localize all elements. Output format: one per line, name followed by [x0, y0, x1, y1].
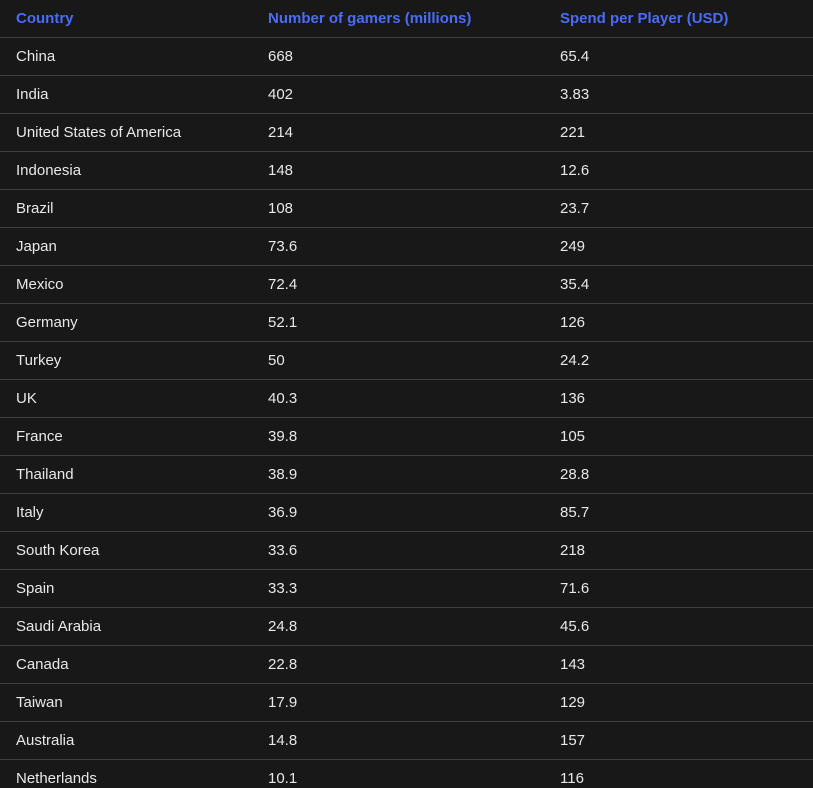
column-header-gamers: Number of gamers (millions) [252, 0, 544, 38]
table-row: Taiwan 17.9 129 [0, 683, 813, 722]
cell-country: China [0, 37, 252, 76]
cell-spend: 71.6 [544, 569, 813, 608]
cell-spend: 28.8 [544, 455, 813, 494]
cell-country: Mexico [0, 265, 252, 304]
table-row: India 402 3.83 [0, 75, 813, 114]
cell-spend: 136 [544, 379, 813, 418]
cell-gamers: 50 [252, 341, 544, 380]
cell-country: Japan [0, 227, 252, 266]
cell-spend: 143 [544, 645, 813, 684]
cell-country: Germany [0, 303, 252, 342]
cell-spend: 65.4 [544, 37, 813, 76]
table-row: Canada 22.8 143 [0, 645, 813, 684]
cell-gamers: 402 [252, 75, 544, 114]
table-row: South Korea 33.6 218 [0, 531, 813, 570]
cell-gamers: 52.1 [252, 303, 544, 342]
cell-spend: 157 [544, 721, 813, 760]
cell-spend: 24.2 [544, 341, 813, 380]
column-header-country: Country [0, 0, 252, 38]
cell-country: Thailand [0, 455, 252, 494]
cell-spend: 116 [544, 759, 813, 788]
table-row: Spain 33.3 71.6 [0, 569, 813, 608]
cell-gamers: 214 [252, 113, 544, 152]
cell-gamers: 33.3 [252, 569, 544, 608]
table-row: UK 40.3 136 [0, 379, 813, 418]
table-row: Turkey 50 24.2 [0, 341, 813, 380]
cell-country: UK [0, 379, 252, 418]
cell-country: Taiwan [0, 683, 252, 722]
cell-spend: 105 [544, 417, 813, 456]
cell-spend: 221 [544, 113, 813, 152]
cell-country: Italy [0, 493, 252, 532]
table-header: Country Number of gamers (millions) Spen… [0, 0, 813, 38]
table-row: Indonesia 148 12.6 [0, 151, 813, 190]
cell-spend: 3.83 [544, 75, 813, 114]
cell-country: Turkey [0, 341, 252, 380]
cell-spend: 23.7 [544, 189, 813, 228]
cell-gamers: 668 [252, 37, 544, 76]
column-header-spend: Spend per Player (USD) [544, 0, 813, 38]
table-row: Italy 36.9 85.7 [0, 493, 813, 532]
cell-gamers: 40.3 [252, 379, 544, 418]
table-header-row: Country Number of gamers (millions) Spen… [0, 0, 813, 38]
table-row: Germany 52.1 126 [0, 303, 813, 342]
cell-country: United States of America [0, 113, 252, 152]
cell-country: Australia [0, 721, 252, 760]
table-row: Saudi Arabia 24.8 45.6 [0, 607, 813, 646]
cell-gamers: 72.4 [252, 265, 544, 304]
table-row: Netherlands 10.1 116 [0, 759, 813, 788]
cell-gamers: 10.1 [252, 759, 544, 788]
cell-country: South Korea [0, 531, 252, 570]
cell-country: India [0, 75, 252, 114]
cell-gamers: 36.9 [252, 493, 544, 532]
cell-country: Saudi Arabia [0, 607, 252, 646]
cell-gamers: 38.9 [252, 455, 544, 494]
cell-gamers: 22.8 [252, 645, 544, 684]
cell-gamers: 108 [252, 189, 544, 228]
table-row: Japan 73.6 249 [0, 227, 813, 266]
table-row: Australia 14.8 157 [0, 721, 813, 760]
cell-gamers: 17.9 [252, 683, 544, 722]
cell-spend: 218 [544, 531, 813, 570]
cell-country: Canada [0, 645, 252, 684]
cell-gamers: 148 [252, 151, 544, 190]
cell-gamers: 39.8 [252, 417, 544, 456]
cell-gamers: 14.8 [252, 721, 544, 760]
cell-country: Spain [0, 569, 252, 608]
cell-gamers: 33.6 [252, 531, 544, 570]
cell-spend: 129 [544, 683, 813, 722]
cell-country: Brazil [0, 189, 252, 228]
cell-spend: 12.6 [544, 151, 813, 190]
cell-country: France [0, 417, 252, 456]
cell-gamers: 24.8 [252, 607, 544, 646]
cell-spend: 35.4 [544, 265, 813, 304]
table-row: Thailand 38.9 28.8 [0, 455, 813, 494]
table-row: France 39.8 105 [0, 417, 813, 456]
cell-spend: 126 [544, 303, 813, 342]
table-row: Brazil 108 23.7 [0, 189, 813, 228]
cell-gamers: 73.6 [252, 227, 544, 266]
cell-spend: 249 [544, 227, 813, 266]
table-row: China 668 65.4 [0, 37, 813, 76]
cell-spend: 85.7 [544, 493, 813, 532]
cell-spend: 45.6 [544, 607, 813, 646]
cell-country: Indonesia [0, 151, 252, 190]
cell-country: Netherlands [0, 759, 252, 788]
table-row: United States of America 214 221 [0, 113, 813, 152]
table-row: Mexico 72.4 35.4 [0, 265, 813, 304]
table-body: China 668 65.4 India 402 3.83 United States of… [0, 37, 813, 788]
